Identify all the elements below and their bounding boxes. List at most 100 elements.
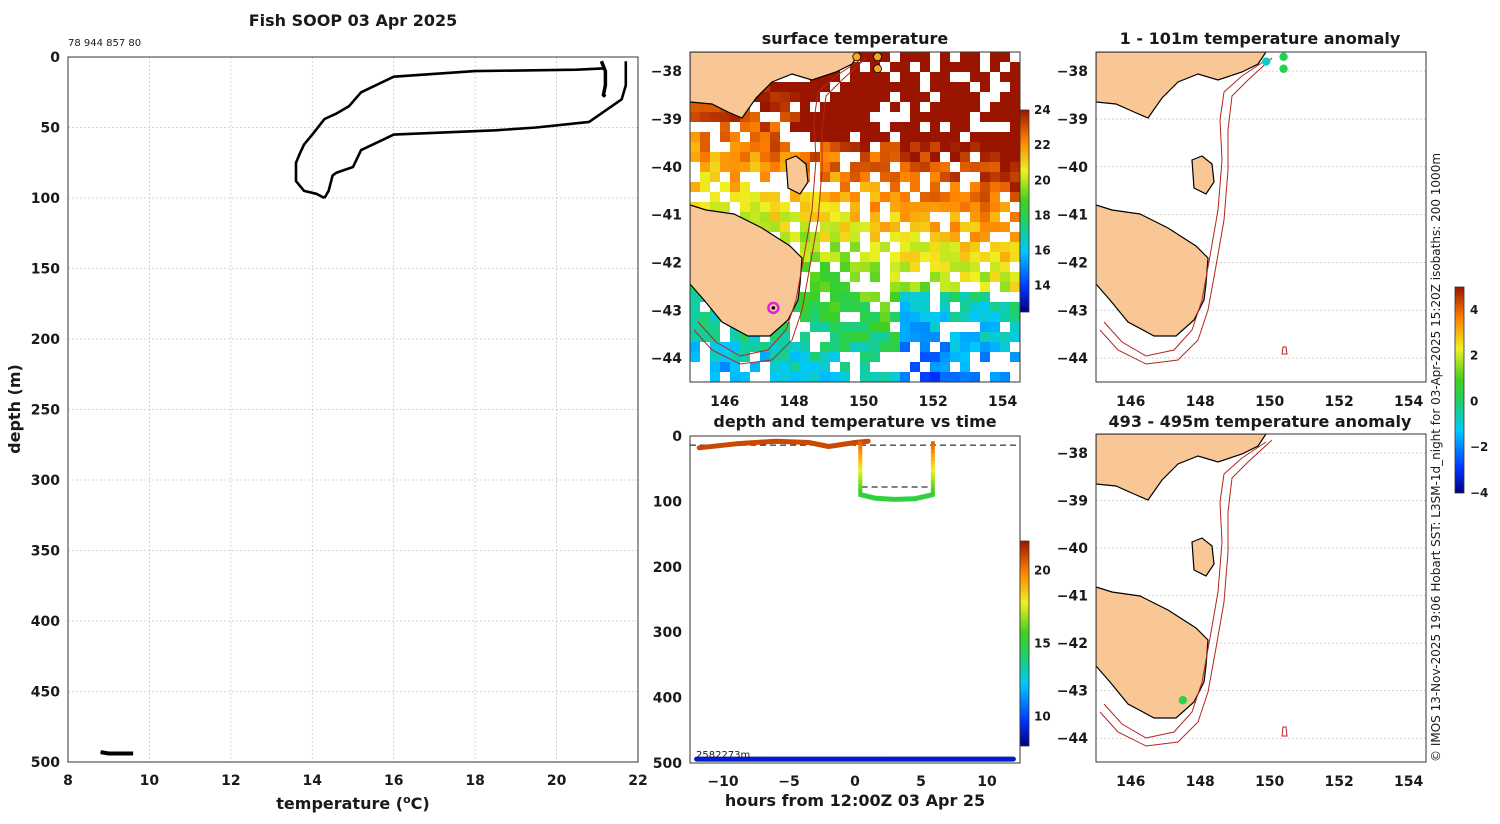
sst-cell	[730, 332, 740, 342]
a2-x-tick-label: 150	[1255, 774, 1284, 790]
sst-cell	[810, 312, 820, 322]
sst-cell	[1010, 92, 1020, 102]
sst-cell	[730, 152, 740, 162]
sst-cell	[970, 72, 980, 82]
anomaly-colorbar-ticks: −4 −2 0 2 4	[1470, 303, 1488, 500]
sst-cell	[920, 202, 930, 212]
sst-cell	[990, 62, 1000, 72]
sst-cell	[1010, 162, 1020, 172]
sst-cell	[850, 112, 860, 122]
sst-cell	[770, 152, 780, 162]
sst-cell	[930, 112, 940, 122]
a2-y-ticks: −38 −39 −40 −41 −42 −43 −44	[1057, 446, 1088, 747]
sst-cell	[920, 252, 930, 262]
sst-y-tick-label: −44	[651, 351, 682, 367]
sst-cell	[900, 132, 910, 142]
sst-cell	[870, 372, 880, 382]
sst-cell	[770, 362, 780, 372]
sst-station-marker	[873, 64, 882, 74]
sst-cell	[930, 162, 940, 172]
sst-cell	[930, 222, 940, 232]
sst-cell	[900, 292, 910, 302]
sst-cell	[920, 292, 930, 302]
sst-cell	[780, 212, 790, 222]
sst-cell	[810, 192, 820, 202]
sst-cell	[900, 302, 910, 312]
sst-cell	[780, 222, 790, 232]
sst-cell	[960, 272, 970, 282]
anomaly-colorbar-tick-label: 2	[1470, 349, 1478, 363]
sst-cell	[840, 92, 850, 102]
sst-cell	[950, 342, 960, 352]
sst-cell	[700, 132, 710, 142]
sst-cell	[930, 152, 940, 162]
sst-cell	[880, 142, 890, 152]
sst-cell	[950, 172, 960, 182]
sst-cell	[750, 332, 760, 342]
sst-cell	[830, 202, 840, 212]
sst-cell	[690, 102, 700, 112]
sst-cell	[980, 282, 990, 292]
sst-cell	[870, 222, 880, 232]
sst-cell	[970, 372, 980, 382]
sst-cell	[900, 332, 910, 342]
sst-cell	[720, 122, 730, 132]
sst-cell	[850, 222, 860, 232]
sst-cell	[990, 152, 1000, 162]
sst-cell	[690, 342, 700, 352]
profile-panel: Fish SOOP 03 Apr 2025 78 944 857 80 8 10 1…	[5, 11, 648, 813]
sst-cell	[870, 132, 880, 142]
sst-cell	[790, 112, 800, 122]
sst-cell	[940, 142, 950, 152]
sst-cell	[990, 222, 1000, 232]
sst-cell	[850, 102, 860, 112]
a2-isobath-200	[1103, 441, 1267, 739]
sst-cell	[830, 352, 840, 362]
sst-cell	[810, 282, 820, 292]
sst-cell	[820, 372, 830, 382]
sst-cell	[830, 342, 840, 352]
sst-cell	[830, 282, 840, 292]
sst-cell	[760, 212, 770, 222]
sst-cell	[910, 362, 920, 372]
a2-land-flinders	[1191, 537, 1215, 577]
sst-cell	[910, 302, 920, 312]
sst-cell	[850, 302, 860, 312]
a1-seamount	[1281, 346, 1288, 355]
sst-cell	[940, 172, 950, 182]
sst-cell	[1000, 182, 1010, 192]
anomaly-colorbar-tick-label: −4	[1470, 486, 1488, 500]
sst-cell	[850, 242, 860, 252]
profile-series	[100, 60, 628, 756]
sst-cell	[920, 142, 930, 152]
profile-y-tick-label: 300	[31, 473, 60, 489]
profile-x-tick-label: 14	[303, 773, 323, 789]
sst-cell	[890, 82, 900, 92]
sst-cell	[860, 222, 870, 232]
sst-cell	[880, 242, 890, 252]
sst-cell	[960, 312, 970, 322]
sst-cell	[850, 82, 860, 92]
sst-cell	[980, 212, 990, 222]
sst-cell	[920, 372, 930, 382]
anomaly-surface-axes-box	[1095, 51, 1427, 383]
sst-cell	[870, 162, 880, 172]
sst-cell	[730, 112, 740, 122]
sst-cell	[820, 142, 830, 152]
sst-cell	[760, 152, 770, 162]
sst-cell	[830, 112, 840, 122]
sst-colorbar-tick-label: 22	[1034, 138, 1051, 152]
sst-cell	[690, 332, 700, 342]
sst-cell	[960, 252, 970, 262]
depth-time-colorbar-tick-label: 10	[1034, 710, 1051, 724]
anomaly-colorbar-tick-label: −2	[1470, 440, 1488, 454]
sst-cell	[850, 92, 860, 102]
sst-cell	[770, 162, 780, 172]
a2-y-tick-label: −39	[1057, 494, 1088, 510]
sst-cell	[820, 302, 830, 312]
sst-cell	[990, 312, 1000, 322]
profile-y-tick-label: 50	[41, 121, 61, 137]
sst-cell	[710, 322, 720, 332]
sst-cell	[690, 112, 700, 122]
sst-cell	[1000, 302, 1010, 312]
